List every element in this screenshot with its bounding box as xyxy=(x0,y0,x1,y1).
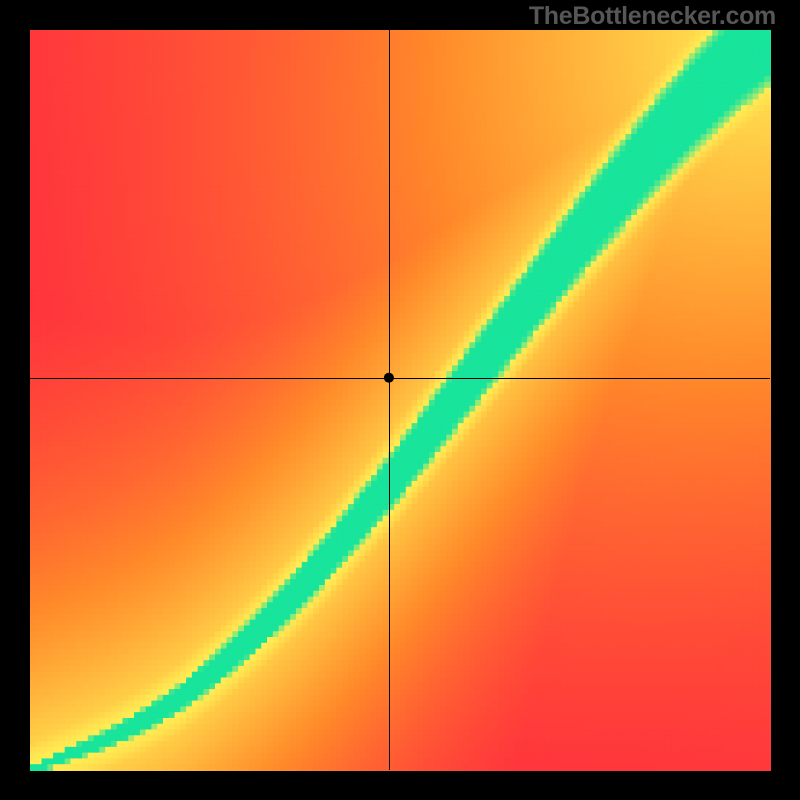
watermark-text: TheBottlenecker.com xyxy=(529,2,776,31)
chart-frame: { "watermark": { "text": "TheBottlenecke… xyxy=(0,0,800,800)
bottleneck-heatmap xyxy=(0,0,800,800)
